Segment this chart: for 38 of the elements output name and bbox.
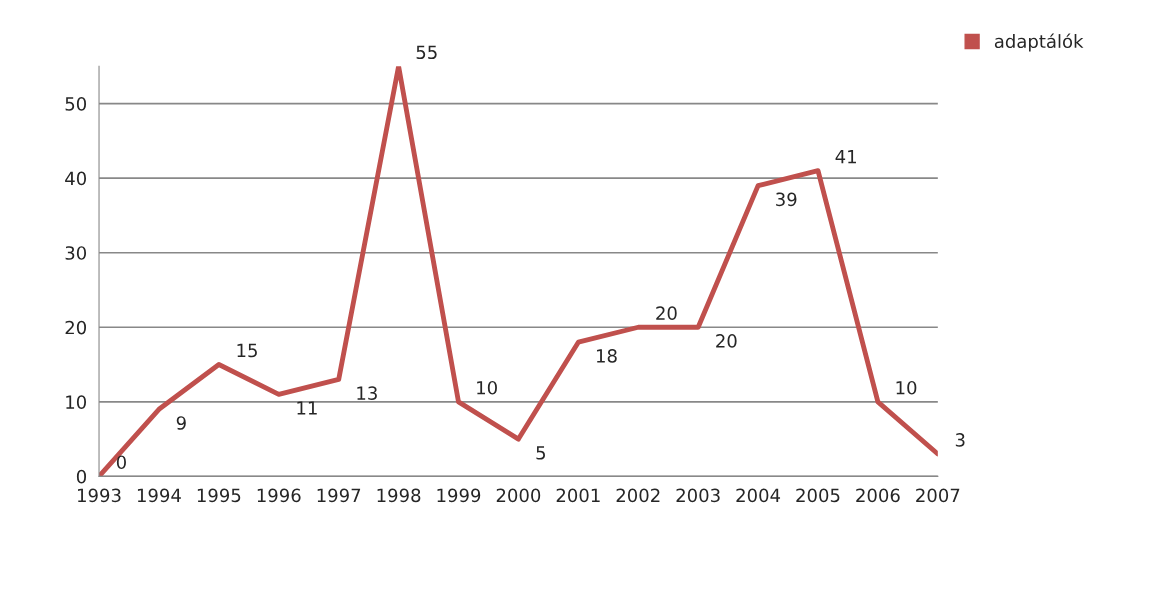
data-label: 10 bbox=[477, 380, 497, 395]
y-tick-label: 30 bbox=[65, 246, 87, 260]
data-label: 39 bbox=[776, 192, 797, 207]
data-label: 55 bbox=[416, 45, 437, 60]
x-tick-label: 2001 bbox=[556, 488, 600, 503]
y-tick-label: 50 bbox=[65, 97, 87, 111]
x-tick-label: 1999 bbox=[437, 488, 481, 503]
data-label: 41 bbox=[835, 150, 856, 164]
x-tick-label: 2000 bbox=[496, 488, 541, 503]
y-tick-label: 40 bbox=[65, 171, 87, 186]
data-label: 20 bbox=[656, 306, 677, 320]
y-tick-label: 20 bbox=[65, 320, 87, 335]
data-label: 9 bbox=[176, 416, 186, 430]
data-label: 5 bbox=[536, 446, 545, 460]
y-tick-label: 0 bbox=[76, 469, 87, 484]
x-tick-label: 1998 bbox=[377, 488, 421, 503]
x-tick-label: 1997 bbox=[317, 488, 361, 503]
x-tick-label: 1996 bbox=[257, 488, 301, 503]
data-label: 0 bbox=[116, 455, 126, 470]
data-label: 20 bbox=[716, 334, 737, 348]
data-label: 15 bbox=[237, 343, 257, 358]
data-label: 10 bbox=[896, 380, 917, 395]
x-tick-label: 2004 bbox=[736, 488, 781, 503]
x-tick-label: 1995 bbox=[197, 488, 241, 503]
x-tick-label: 2006 bbox=[856, 488, 900, 503]
data-label: 3 bbox=[955, 433, 965, 447]
line-series bbox=[99, 66, 938, 477]
x-tick-label: 2005 bbox=[796, 488, 840, 503]
x-tick-label: 1994 bbox=[137, 488, 181, 503]
data-label: 13 bbox=[357, 386, 377, 400]
data-label: 18 bbox=[596, 349, 617, 363]
y-tick-label: 10 bbox=[66, 395, 87, 409]
x-tick-label: 2003 bbox=[676, 488, 720, 503]
x-tick-label: 1993 bbox=[78, 488, 121, 503]
x-tick-label: 2007 bbox=[916, 488, 960, 503]
legend-label: adaptálók bbox=[994, 33, 1084, 52]
data-label: 11 bbox=[297, 401, 317, 415]
x-tick-label: 2002 bbox=[616, 488, 660, 503]
